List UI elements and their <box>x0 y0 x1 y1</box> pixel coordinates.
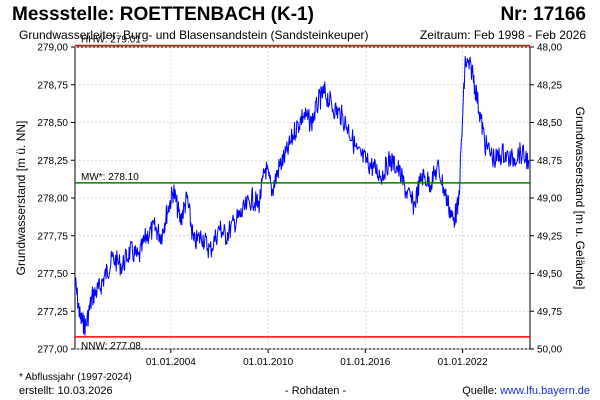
raw-data-note: - Rohdaten - <box>285 385 347 397</box>
left-tick-label: 279,00 <box>37 43 68 54</box>
x-tick-label: 01.01.2022 <box>438 357 488 368</box>
left-tick-label: 277,75 <box>37 231 68 242</box>
left-tick-label: 278,00 <box>37 194 68 205</box>
source-label: Quelle: <box>462 385 501 397</box>
left-tick-label: 278,50 <box>37 118 68 129</box>
x-tick-label: 01.01.2010 <box>243 357 293 368</box>
left-tick-label: 277,25 <box>37 307 68 318</box>
aquifer-label: Grundwasserleiter: Burg- und Blasensands… <box>19 28 369 42</box>
left-tick-label: 278,75 <box>37 80 68 91</box>
reference-label-nnw: NNW: 277.08 <box>81 341 141 352</box>
right-tick-label: 49,25 <box>537 231 562 242</box>
period-label: Zeitraum: Feb 1998 - Feb 2026 <box>419 28 586 42</box>
right-tick-label: 49,00 <box>537 194 562 205</box>
reference-label-hhw: HHW: 279.01 <box>81 34 141 45</box>
right-tick-label: 48,25 <box>537 80 562 91</box>
right-tick-label: 48,00 <box>537 43 562 54</box>
x-tick-label: 01.01.2016 <box>340 357 390 368</box>
page-title: Messstelle: ROETTENBACH (K-1) <box>12 4 314 25</box>
station-number: Nr: 17166 <box>500 4 586 25</box>
reference-label-mw: MW*: 278.10 <box>81 172 139 183</box>
y-axis-title-right: Grundwasserstand [m u. Gelände] <box>573 107 587 290</box>
right-tick-label: 48,50 <box>537 118 562 129</box>
right-tick-label: 49,75 <box>537 307 562 318</box>
created-date: erstellt: 10.03.2026 <box>19 385 113 397</box>
x-tick-label: 01.01.2004 <box>146 357 196 368</box>
right-tick-label: 49,50 <box>537 269 562 280</box>
left-tick-label: 278,25 <box>37 156 68 167</box>
source-credit: Quelle: www.lfu.bayern.de <box>462 385 590 397</box>
footnote: * Abflussjahr (1997-2024) <box>19 372 132 383</box>
groundwater-level-series <box>74 55 530 336</box>
plot-frame <box>74 46 531 350</box>
left-tick-label: 277,00 <box>37 345 68 356</box>
right-tick-label: 50,00 <box>537 345 562 356</box>
left-tick-label: 277,50 <box>37 269 68 280</box>
source-link[interactable]: www.lfu.bayern.de <box>500 385 590 397</box>
right-tick-label: 48,75 <box>537 156 562 167</box>
y-axis-title-left: Grundwasserstand [m ü. NN] <box>14 121 28 276</box>
